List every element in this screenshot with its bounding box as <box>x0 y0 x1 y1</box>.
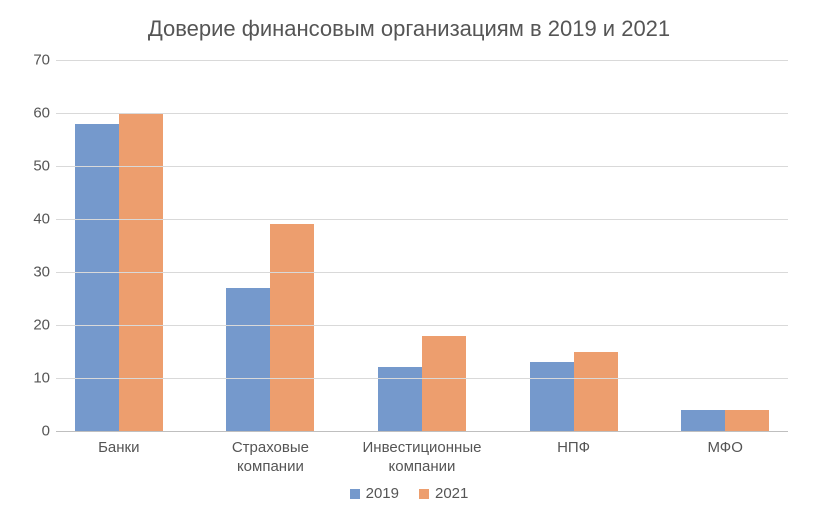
y-axis-label: 60 <box>20 105 50 122</box>
y-axis-label: 40 <box>20 211 50 228</box>
bar <box>574 352 618 432</box>
bar <box>530 362 574 431</box>
gridline <box>56 219 788 220</box>
bar <box>422 336 466 431</box>
gridline <box>56 378 788 379</box>
bar-group: НПФ <box>511 60 637 431</box>
y-axis-label: 70 <box>20 52 50 69</box>
group-gap <box>182 60 208 431</box>
gridline <box>56 272 788 273</box>
gridline <box>56 60 788 61</box>
legend-label: 2019 <box>366 485 399 502</box>
legend-swatch <box>419 489 429 499</box>
legend-item: 2019 <box>350 485 399 502</box>
legend: 2019 2021 <box>0 485 818 502</box>
legend-label: 2021 <box>435 485 468 502</box>
bar <box>378 367 422 431</box>
bar <box>75 124 119 431</box>
bar <box>725 410 769 431</box>
gridline <box>56 325 788 326</box>
y-axis-label: 10 <box>20 370 50 387</box>
category-label: Страховые компании <box>232 439 309 477</box>
category-label: МФО <box>707 439 742 458</box>
group-gap <box>485 60 511 431</box>
bar-group: Страховые компании <box>208 60 334 431</box>
y-axis-label: 20 <box>20 317 50 334</box>
chart-title: Доверие финансовым организациям в 2019 и… <box>20 16 798 42</box>
bar <box>226 288 270 431</box>
y-axis-label: 0 <box>20 423 50 440</box>
chart-container: Доверие финансовым организациям в 2019 и… <box>0 0 818 512</box>
category-label: Банки <box>98 439 139 458</box>
legend-item: 2021 <box>419 485 468 502</box>
plot-area: БанкиСтраховые компанииИнвестиционные ко… <box>56 60 788 432</box>
bar <box>270 224 314 431</box>
group-gap <box>636 60 662 431</box>
bar-groups: БанкиСтраховые компанииИнвестиционные ко… <box>56 60 788 431</box>
legend-swatch <box>350 489 360 499</box>
bar <box>681 410 725 431</box>
category-label: НПФ <box>557 439 590 458</box>
y-axis-label: 50 <box>20 158 50 175</box>
group-gap <box>333 60 359 431</box>
gridline <box>56 166 788 167</box>
bar-group: Банки <box>56 60 182 431</box>
bar-group: Инвестиционные компании <box>359 60 485 431</box>
category-label: Инвестиционные компании <box>363 439 482 477</box>
y-axis-label: 30 <box>20 264 50 281</box>
bar-group: МФО <box>662 60 788 431</box>
gridline <box>56 113 788 114</box>
